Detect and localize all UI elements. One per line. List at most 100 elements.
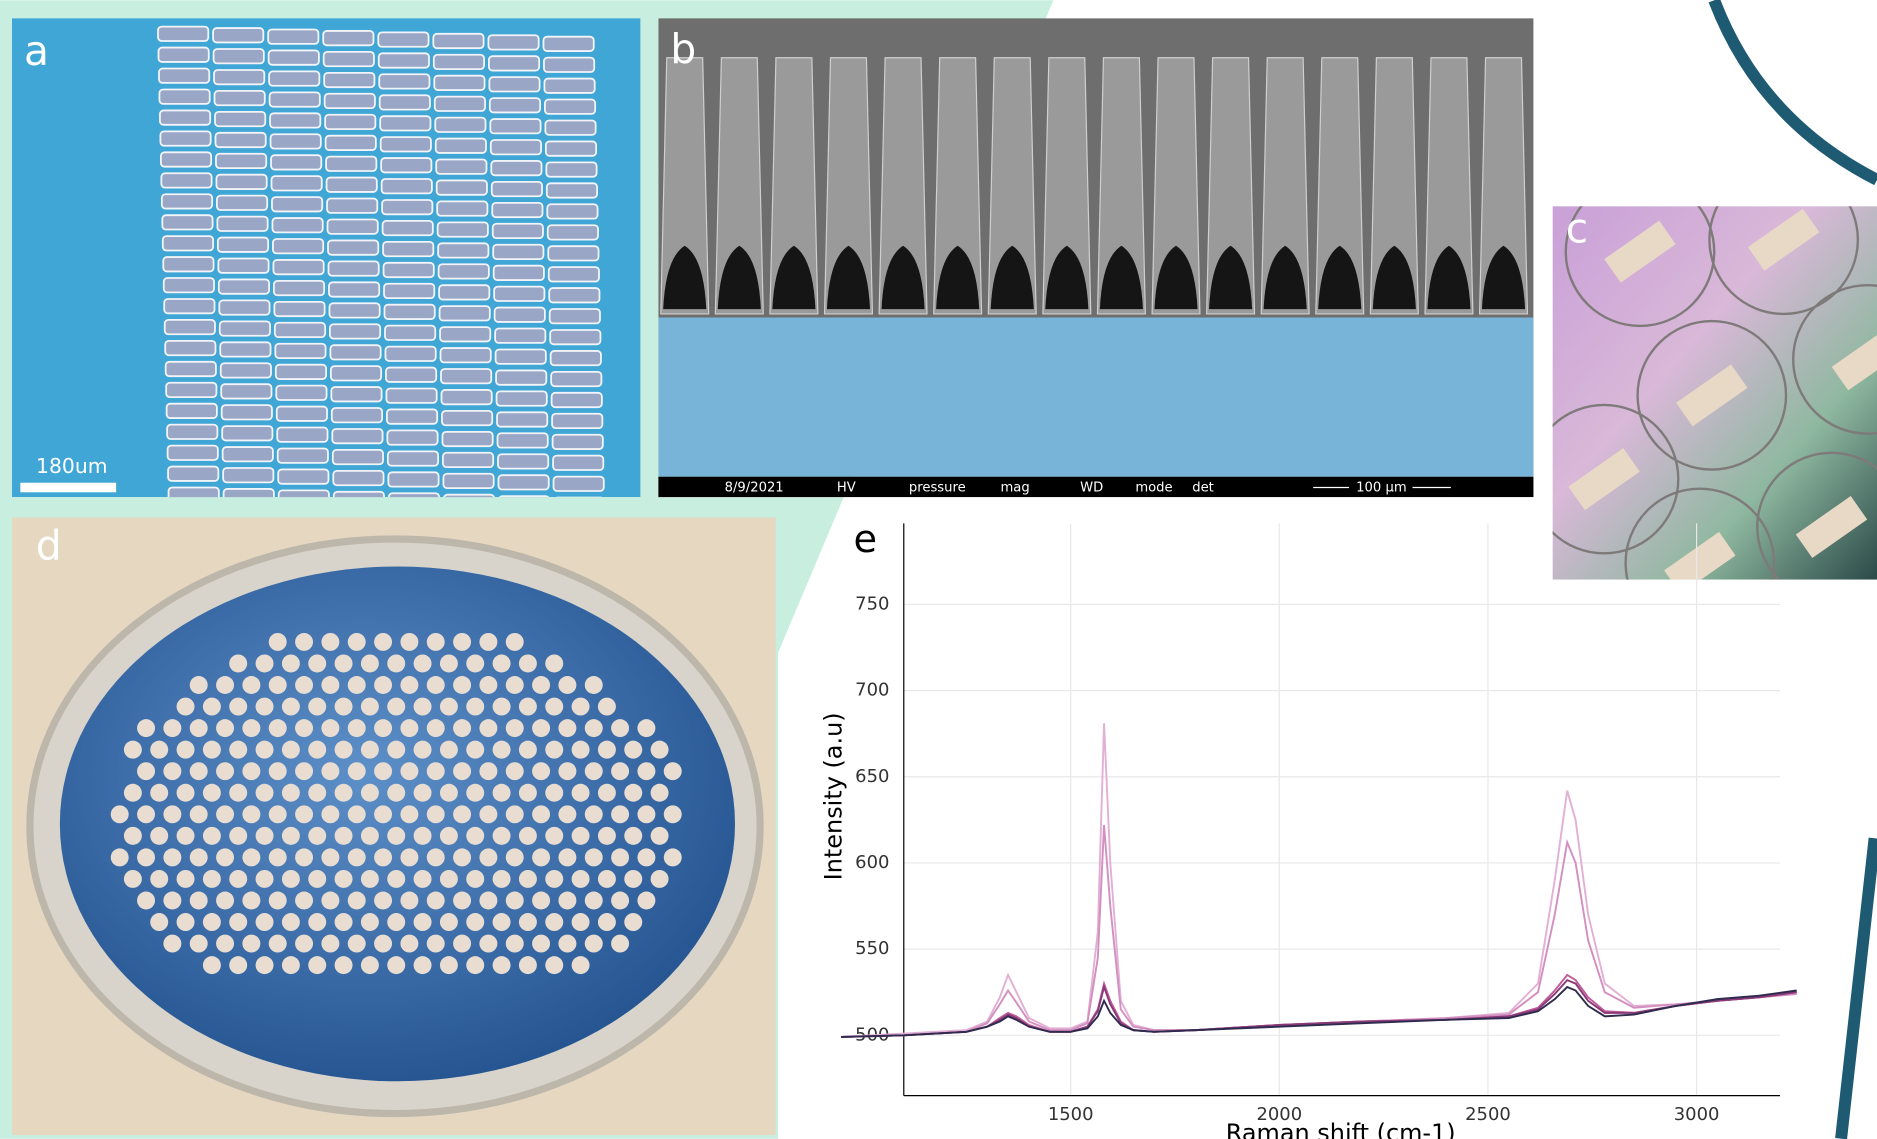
- hole: [584, 719, 603, 738]
- hole: [163, 848, 182, 867]
- hole: [334, 654, 353, 673]
- slot: [164, 339, 217, 357]
- hole: [558, 934, 577, 953]
- device-ring: [1552, 403, 1680, 555]
- slot: [212, 27, 265, 44]
- hole: [466, 913, 485, 932]
- hole: [176, 783, 195, 802]
- slot: [380, 157, 433, 174]
- hole: [150, 826, 169, 845]
- hole: [150, 740, 169, 759]
- x-tick-label: 2500: [1465, 1104, 1511, 1125]
- slot: [323, 71, 376, 89]
- y-tick-label: 650: [855, 766, 889, 787]
- slot: [162, 256, 215, 273]
- slot: [552, 475, 605, 492]
- hole: [229, 697, 248, 716]
- hole: [255, 869, 274, 888]
- hole: [597, 826, 616, 845]
- hole: [453, 848, 472, 867]
- slot: [329, 365, 383, 382]
- hole: [308, 869, 327, 888]
- info-text: mag: [1000, 481, 1029, 496]
- panel-label: d: [36, 522, 62, 570]
- hole: [413, 913, 432, 932]
- pillar: [1315, 57, 1365, 315]
- hole: [624, 783, 643, 802]
- hole: [663, 762, 682, 781]
- hole: [426, 891, 445, 910]
- void: [1045, 245, 1089, 310]
- hole: [439, 956, 458, 975]
- slot: [434, 137, 487, 154]
- hole: [255, 783, 274, 802]
- hole: [584, 676, 603, 694]
- hole: [387, 913, 406, 932]
- slot: [387, 492, 440, 498]
- slot: [221, 446, 274, 463]
- pillar: [1260, 57, 1310, 315]
- hole: [321, 762, 340, 781]
- slot: [273, 300, 326, 318]
- hole: [650, 826, 669, 845]
- hole: [347, 891, 366, 910]
- hole: [571, 913, 590, 932]
- hole: [663, 848, 682, 867]
- info-bar-texts: 8/9/2021 HV pressure mag WD mode det: [725, 481, 1214, 496]
- hole: [216, 891, 235, 910]
- slot: [546, 224, 599, 241]
- hole: [387, 956, 406, 975]
- hole: [571, 869, 590, 888]
- hole: [347, 805, 366, 824]
- slot: [443, 493, 495, 498]
- hole: [545, 783, 564, 802]
- slot: [433, 74, 486, 91]
- slot: [493, 306, 546, 323]
- slot: [494, 327, 547, 344]
- panel-a: [11, 18, 641, 498]
- slot: [329, 323, 382, 340]
- pillar: [1096, 57, 1146, 315]
- hole: [426, 676, 445, 694]
- slot: [435, 158, 488, 175]
- hole: [518, 783, 537, 802]
- slot: [326, 197, 379, 214]
- hole: [650, 869, 669, 888]
- slot: [217, 278, 270, 295]
- hole: [281, 740, 300, 759]
- hole: [347, 848, 366, 867]
- slot: [544, 98, 597, 115]
- hole: [650, 740, 669, 759]
- hole: [505, 891, 524, 910]
- hole: [479, 848, 498, 867]
- slot: [219, 341, 272, 358]
- hole: [479, 676, 498, 694]
- hole: [387, 697, 406, 716]
- hole: [308, 783, 327, 802]
- hole: [492, 740, 511, 759]
- slot: [548, 287, 601, 304]
- hole: [400, 848, 419, 867]
- hole: [479, 934, 498, 953]
- hole: [413, 740, 432, 759]
- hole: [413, 697, 432, 716]
- slot: [497, 474, 550, 491]
- pillar: [1151, 57, 1201, 315]
- slot: [274, 342, 327, 359]
- spectrum-line: [841, 978, 1797, 1038]
- hole: [295, 719, 314, 738]
- hole: [492, 654, 511, 673]
- slot: [552, 454, 605, 471]
- hole: [466, 783, 485, 802]
- x-tick-label: 3000: [1674, 1104, 1720, 1125]
- hole: [374, 632, 393, 651]
- slot: [217, 257, 270, 274]
- slot: [324, 134, 377, 151]
- slot: [216, 236, 270, 253]
- slot: [269, 112, 322, 129]
- slot: [490, 160, 543, 177]
- slot: [331, 428, 384, 445]
- hole: [242, 848, 261, 867]
- hole: [176, 740, 195, 759]
